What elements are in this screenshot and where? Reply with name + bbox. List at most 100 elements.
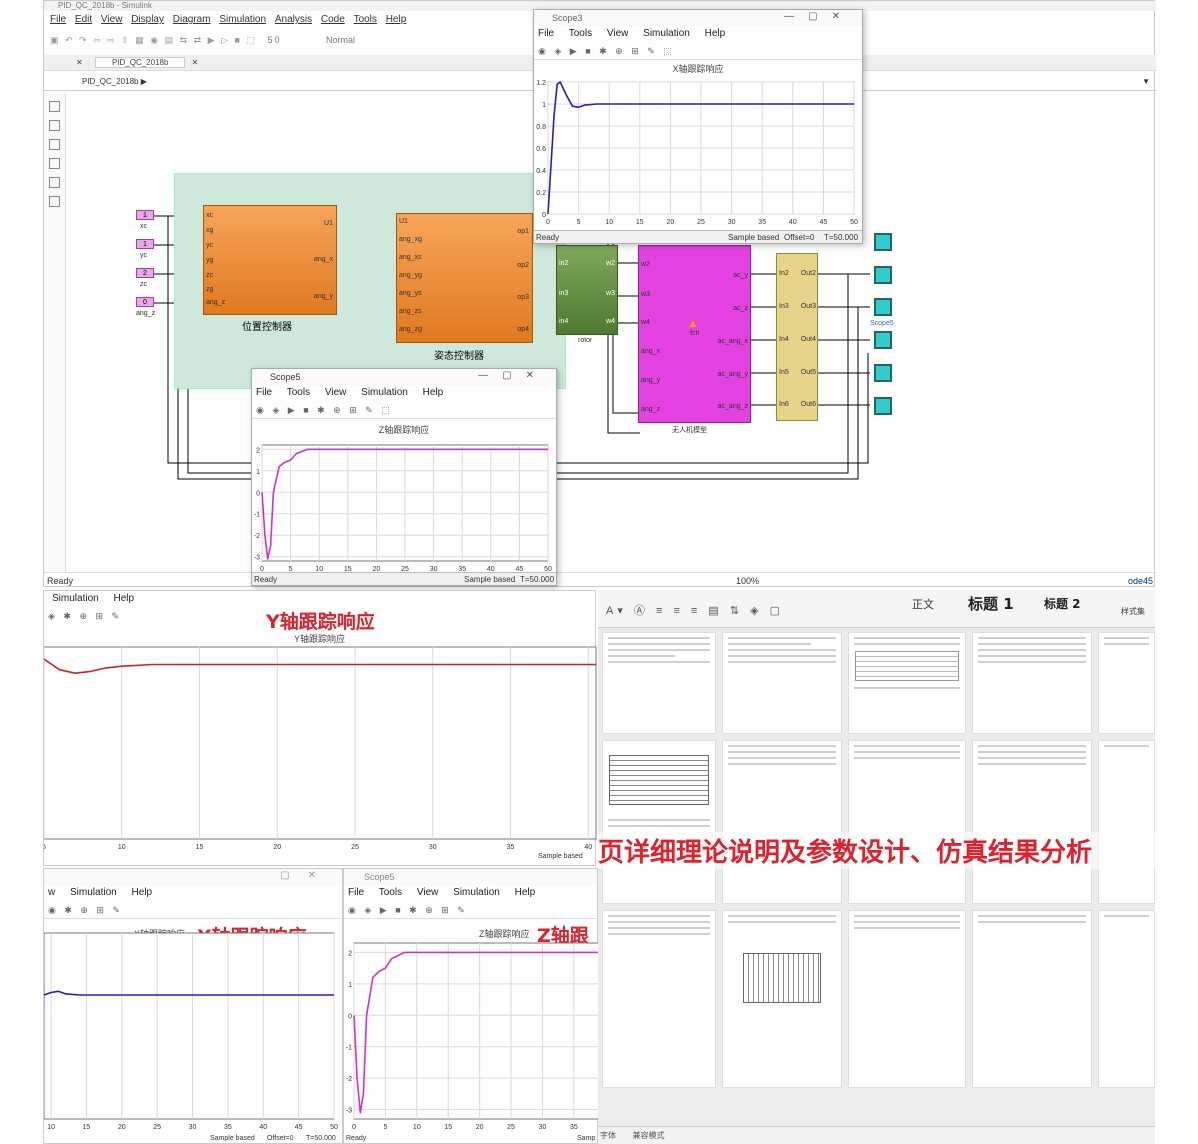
port-u1-in: U1 — [399, 218, 408, 225]
scope-block-6[interactable] — [874, 397, 892, 415]
arrow-icon[interactable] — [49, 139, 60, 150]
scope5-menu-help[interactable]: Help — [422, 387, 444, 398]
y-tick-label: -3 — [346, 1108, 352, 1115]
const-angz[interactable]: 0 — [136, 297, 154, 307]
scope3-menu-simulation[interactable]: Simulation — [643, 28, 690, 39]
scope-block-3[interactable] — [874, 298, 892, 316]
scope3-menu-help[interactable]: Help — [704, 28, 726, 39]
const-xc[interactable]: 1 — [136, 210, 154, 220]
zpanel-menu-tools[interactable]: Tools — [378, 887, 403, 898]
uav-acangy: ac_ang_y — [717, 371, 748, 378]
menu-diagram[interactable]: Diagram — [172, 14, 211, 25]
tab-close-icon[interactable]: ✕ — [76, 58, 83, 67]
scope-block-1[interactable] — [874, 233, 892, 251]
scope-block-4[interactable] — [874, 331, 892, 349]
window-controls-2[interactable]: —▢✕ — [478, 370, 548, 381]
scope5-menu-tools[interactable]: Tools — [286, 387, 311, 398]
ypanel-overlay: Y轴跟踪响应 — [266, 611, 375, 633]
ypanel-menu-simulation[interactable]: Simulation — [52, 593, 99, 604]
xpanel-menu-help[interactable]: Help — [131, 887, 153, 898]
breadcrumb-arrow-icon: ▶ — [140, 77, 147, 86]
menu-simulation[interactable]: Simulation — [219, 14, 267, 25]
fit-icon[interactable] — [49, 120, 60, 131]
menu-file[interactable]: File — [50, 14, 67, 25]
uav-angz: ang_z — [641, 406, 661, 413]
image-icon[interactable] — [49, 177, 60, 188]
scope-block-2[interactable] — [874, 266, 892, 284]
menu-edit[interactable]: Edit — [74, 14, 93, 25]
const-yc[interactable]: 1 — [136, 239, 154, 249]
z-panel: Scope5 File Tools View Simulation Help ◉… — [343, 868, 599, 1144]
breadcrumb[interactable]: PID_QC_2018b — [82, 77, 139, 86]
port-angxg: ang_xg — [399, 236, 422, 243]
scope3-status-sample: Sample based — [728, 233, 780, 242]
scope3-menu-view[interactable]: View — [606, 28, 629, 39]
series-line — [261, 448, 548, 560]
menu-bar: File Edit View Display Diagram Simulatio… — [44, 12, 534, 28]
const-yc-label: yc — [140, 252, 147, 259]
zpanel-menu-view[interactable]: View — [416, 887, 439, 898]
uav-model-block[interactable]: w2 w3 w4 ang_x ang_y ang_z ▲ fcn ac_y ac… — [638, 245, 751, 423]
scope-block-5[interactable] — [874, 364, 892, 382]
scope3-toolbar[interactable]: ◉ ◈ ▶ ■ ✱ ⊕ ⊞ ✎ ⬚ — [534, 42, 862, 60]
ypanel-menu: Simulation Help — [44, 591, 595, 607]
model-tab[interactable]: PID_QC_2018b — [94, 57, 186, 68]
scope5-menu-simulation[interactable]: Simulation — [361, 387, 408, 398]
series-line — [44, 990, 334, 996]
window-controls-3[interactable]: ▢✕ — [280, 870, 334, 881]
chevron-down-icon[interactable]: ▼ — [1142, 77, 1150, 86]
ypanel-toolbar[interactable]: ◈ ✱ ⊕ ⊞ ✎ — [48, 611, 123, 621]
scope3-menu-tools[interactable]: Tools — [568, 28, 593, 39]
scope5-menu-file[interactable]: File — [256, 387, 273, 398]
output-subsystem-block[interactable]: In2 In3 In4 In5 In6 Out2 Out3 Out4 Out5 … — [776, 253, 818, 421]
rotor-in4: in4 — [559, 318, 569, 325]
port-op3: op3 — [517, 294, 529, 301]
zpanel-menu-help[interactable]: Help — [514, 887, 536, 898]
menu-display[interactable]: Display — [131, 14, 164, 25]
attitude-controller-block[interactable]: U1 ang_xg ang_xs ang_yg ang_ys ang_zs an… — [396, 213, 533, 343]
uav-acz: ac_z — [733, 305, 748, 312]
window-controls[interactable]: —▢✕ — [784, 11, 854, 22]
sim-mode-select[interactable]: Normal — [326, 35, 356, 45]
word-status-bar: 字体 兼容模式 — [598, 1126, 1155, 1144]
scope3-menu-file[interactable]: File — [538, 28, 555, 39]
menu-view[interactable]: View — [100, 14, 123, 25]
zpanel-menu-file[interactable]: File — [348, 887, 365, 898]
stop-time-field[interactable]: 50 — [267, 35, 282, 45]
zpanel-toolbar[interactable]: ◉ ◈ ▶ ■ ✱ ⊕ ⊞ ✎ — [344, 901, 597, 919]
position-controller-block[interactable]: xc xg yc yg zc zg ang_z U1 ang_x ang_y — [203, 205, 337, 315]
scope5-status-sample: Sample based — [464, 575, 516, 584]
x-tick-label: 30 — [430, 566, 438, 573]
style-heading1[interactable]: 标题 1 — [968, 595, 1014, 613]
zoom-icon[interactable] — [49, 101, 60, 112]
plot-area — [44, 646, 597, 840]
ribbon-icons[interactable]: A▾ Ⓐ ≡ ≡ ≡ ▤ ⇅ ◈ ▢ — [606, 605, 785, 617]
x-tick-label: 5 — [383, 1124, 387, 1131]
style-set[interactable]: 样式集 — [1121, 607, 1145, 616]
menu-help[interactable]: Help — [385, 14, 407, 25]
annotation-icon[interactable] — [49, 158, 60, 169]
x-tick-label: 15 — [83, 1124, 91, 1131]
y-tick-label: 0.6 — [536, 146, 546, 153]
port-angyg: ang_yg — [399, 272, 422, 279]
tab-close-icon-2[interactable]: ✕ — [191, 58, 199, 67]
style-heading2[interactable]: 标题 2 — [1044, 597, 1081, 611]
const-zc[interactable]: 2 — [136, 268, 154, 278]
xpanel-menu-simulation[interactable]: Simulation — [70, 887, 117, 898]
const-zc-label: zc — [140, 281, 147, 288]
menu-tools[interactable]: Tools — [353, 14, 377, 25]
xpanel-menu-w[interactable]: w — [48, 887, 56, 898]
toolbar-icons[interactable]: ▣ ↶ ↷ ⇦ ⇨ ⇧ ▦ ◉ ▤ ⇆ ⇄ ▶ ▷ ■ ⬚ — [50, 35, 257, 45]
menu-analysis[interactable]: Analysis — [274, 14, 313, 25]
area-icon[interactable] — [49, 196, 60, 207]
zpanel-menu-simulation[interactable]: Simulation — [453, 887, 500, 898]
status-solver[interactable]: ode45 — [1127, 576, 1153, 586]
rotor-block[interactable]: in2 in3 in4 w2 w3 w4 — [556, 245, 618, 335]
style-normal[interactable]: 正文 — [912, 598, 934, 611]
xpanel-toolbar[interactable]: ◉ ✱ ⊕ ⊞ ✎ — [44, 901, 342, 919]
menu-code[interactable]: Code — [320, 14, 345, 25]
scope5-toolbar[interactable]: ◉ ◈ ▶ ■ ✱ ⊕ ⊞ ✎ ⬚ — [252, 401, 556, 419]
x-tick-label: 0 — [260, 566, 264, 573]
scope5-menu-view[interactable]: View — [324, 387, 347, 398]
ypanel-menu-help[interactable]: Help — [113, 593, 135, 604]
